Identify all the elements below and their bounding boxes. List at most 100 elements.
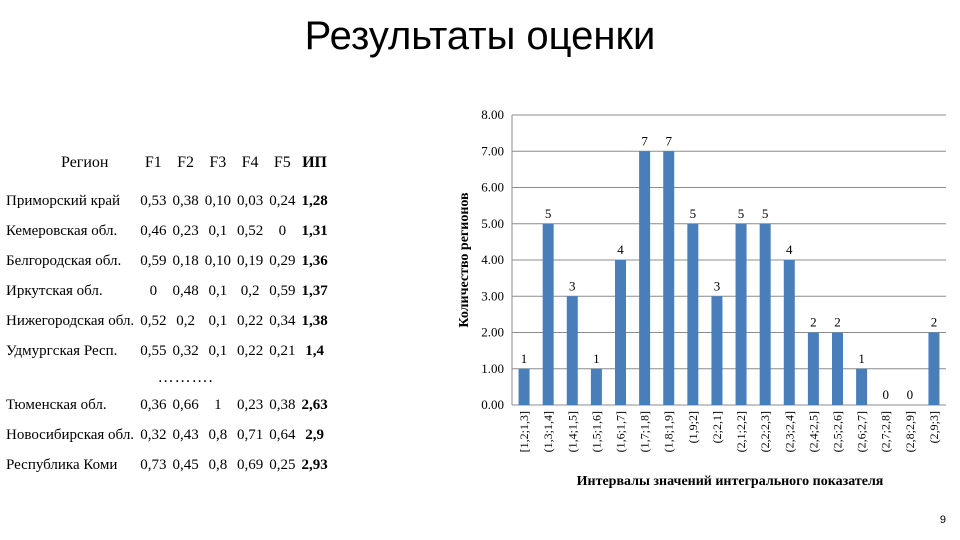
cell-f1: 0,46 (140, 222, 167, 239)
bar-data-label: 5 (545, 206, 552, 221)
page-title: Результаты оценки (304, 14, 656, 58)
bar-data-label: 1 (858, 351, 865, 366)
bar (759, 223, 771, 405)
table-row: Приморский край 0,53 0,38 0,10 0,03 0,24… (6, 186, 331, 216)
y-tick-label: 2.00 (481, 325, 504, 340)
cell-f3: 0,8 (208, 426, 228, 443)
cell-f3: 0,1 (208, 312, 228, 329)
cell-f4: 0,22 (236, 312, 264, 329)
cell-ip: 1,4 (305, 342, 324, 359)
y-tick-label: 8.00 (481, 107, 504, 122)
cell-region: Удмургская Респ. (6, 342, 118, 359)
cell-f2: 0,18 (172, 252, 199, 269)
cell-f1: 0,59 (140, 252, 167, 269)
results-table: Регион F1 F2 F3 F4 F5 ИП Приморский край… (6, 140, 331, 480)
cell-ip: 2,63 (301, 396, 328, 413)
bar-data-label: 2 (931, 315, 938, 330)
cell-f4: 0,69 (236, 456, 264, 473)
cell-f5: 0,34 (269, 312, 296, 329)
header-f3: F3 (209, 154, 227, 171)
cell-f5: 0,24 (269, 192, 296, 209)
cell-region: Иркутская обл. (6, 282, 103, 299)
cell-f4: 0,22 (236, 342, 264, 359)
cell-f1: 0,52 (140, 312, 167, 329)
cell-f3: 0,1 (208, 222, 228, 239)
x-tick-label: (1,6;1,7] (614, 411, 628, 452)
bar-data-label: 0 (907, 387, 914, 402)
bar-data-label: 3 (569, 278, 576, 293)
table-row: Нижегородская обл. 0,52 0,2 0,1 0,22 0,3… (6, 306, 331, 336)
cell-f2: 0,32 (172, 342, 199, 359)
cell-ip: 1,36 (301, 252, 328, 269)
y-tick-label: 3.00 (481, 288, 504, 303)
bar-data-label: 1 (521, 351, 528, 366)
cell-region: Новосибирская обл. (6, 426, 135, 443)
bar (783, 260, 795, 405)
x-tick-label: [1,2;1,3] (517, 411, 531, 452)
bar (832, 332, 843, 405)
cell-f5: 0,25 (269, 456, 296, 473)
bar (518, 368, 530, 405)
cell-f1: 0 (149, 282, 158, 299)
ellipsis-text: ………. (157, 369, 214, 386)
cell-f5: 0 (278, 222, 287, 239)
y-tick-label: 6.00 (481, 180, 504, 195)
header-f1: F1 (144, 154, 162, 171)
x-tick-label: (2,7;2,8] (879, 411, 893, 452)
table-row: Республика Коми 0,73 0,45 0,8 0,69 0,25 … (6, 450, 331, 480)
cell-f4: 0,19 (236, 252, 264, 269)
bar (735, 223, 747, 405)
cell-f2: 0,23 (172, 222, 199, 239)
cell-f5: 0,29 (269, 252, 296, 269)
header-region: Регион (61, 154, 109, 171)
header-f4: F4 (241, 154, 259, 171)
ellipsis-row: ………. (6, 366, 331, 390)
cell-region: Белгородская обл. (6, 252, 122, 269)
table-row: Удмургская Респ. 0,55 0,32 0,1 0,22 0,21… (6, 336, 331, 366)
x-tick-label: (2,3;2,4] (782, 411, 796, 452)
bar (856, 368, 868, 405)
cell-region: Кемеровская обл. (6, 222, 118, 239)
y-tick-label: 4.00 (481, 252, 504, 267)
x-tick-label: (2,8;2,9] (903, 411, 917, 452)
gridlines (511, 114, 946, 406)
cell-region: Приморский край (6, 192, 121, 209)
cell-f4: 0,03 (236, 192, 264, 209)
header-f2: F2 (177, 154, 195, 171)
x-tick-label: (2,6;2,7] (855, 411, 869, 452)
y-axis-label: Количество регионов (457, 192, 472, 328)
cell-f3: 0,10 (204, 252, 231, 269)
y-tick-label: 0.00 (481, 397, 504, 412)
x-tick-label: (2,1;2,2] (734, 411, 748, 452)
cell-f4: 0,71 (236, 426, 264, 443)
bar (807, 332, 819, 405)
table-row: Тюменская обл. 0,36 0,66 1 0,23 0,38 2,6… (6, 390, 331, 420)
cell-f3: 0,1 (208, 342, 228, 359)
x-tick-label: (2,5;2,6] (831, 411, 845, 452)
bar-data-label: 7 (665, 133, 672, 148)
x-tick-label: (1,3;1,4] (541, 411, 555, 452)
bar-data-label: 1 (593, 351, 600, 366)
y-tick-label: 5.00 (481, 216, 504, 231)
cell-f5: 0,64 (269, 426, 296, 443)
cell-ip: 2,9 (305, 426, 324, 443)
x-axis-label: Интервалы значений интегрального показат… (577, 474, 884, 489)
cell-f5: 0,38 (269, 396, 296, 413)
y-tick-label: 1.00 (481, 361, 504, 376)
x-tick-label: (2;2,1] (710, 411, 724, 443)
header-ip: ИП (302, 154, 327, 171)
bar-data-label: 2 (810, 315, 817, 330)
table-row: Кемеровская обл. 0,46 0,23 0,1 0,52 0 1,… (6, 216, 331, 246)
x-tick-label: (2,9;3] (927, 411, 941, 443)
bar-data-label: 5 (690, 206, 697, 221)
x-tick-label: (1,7;1,8] (638, 411, 652, 452)
cell-f4: 0,52 (236, 222, 264, 239)
bar-data-label: 4 (786, 242, 793, 257)
cell-region: Республика Коми (6, 456, 118, 473)
bar (542, 223, 554, 405)
cell-f3: 0,8 (208, 456, 228, 473)
table-row: Белгородская обл. 0,59 0,18 0,10 0,19 0,… (6, 246, 331, 276)
bars (518, 151, 940, 405)
cell-f2: 0,48 (172, 282, 199, 299)
